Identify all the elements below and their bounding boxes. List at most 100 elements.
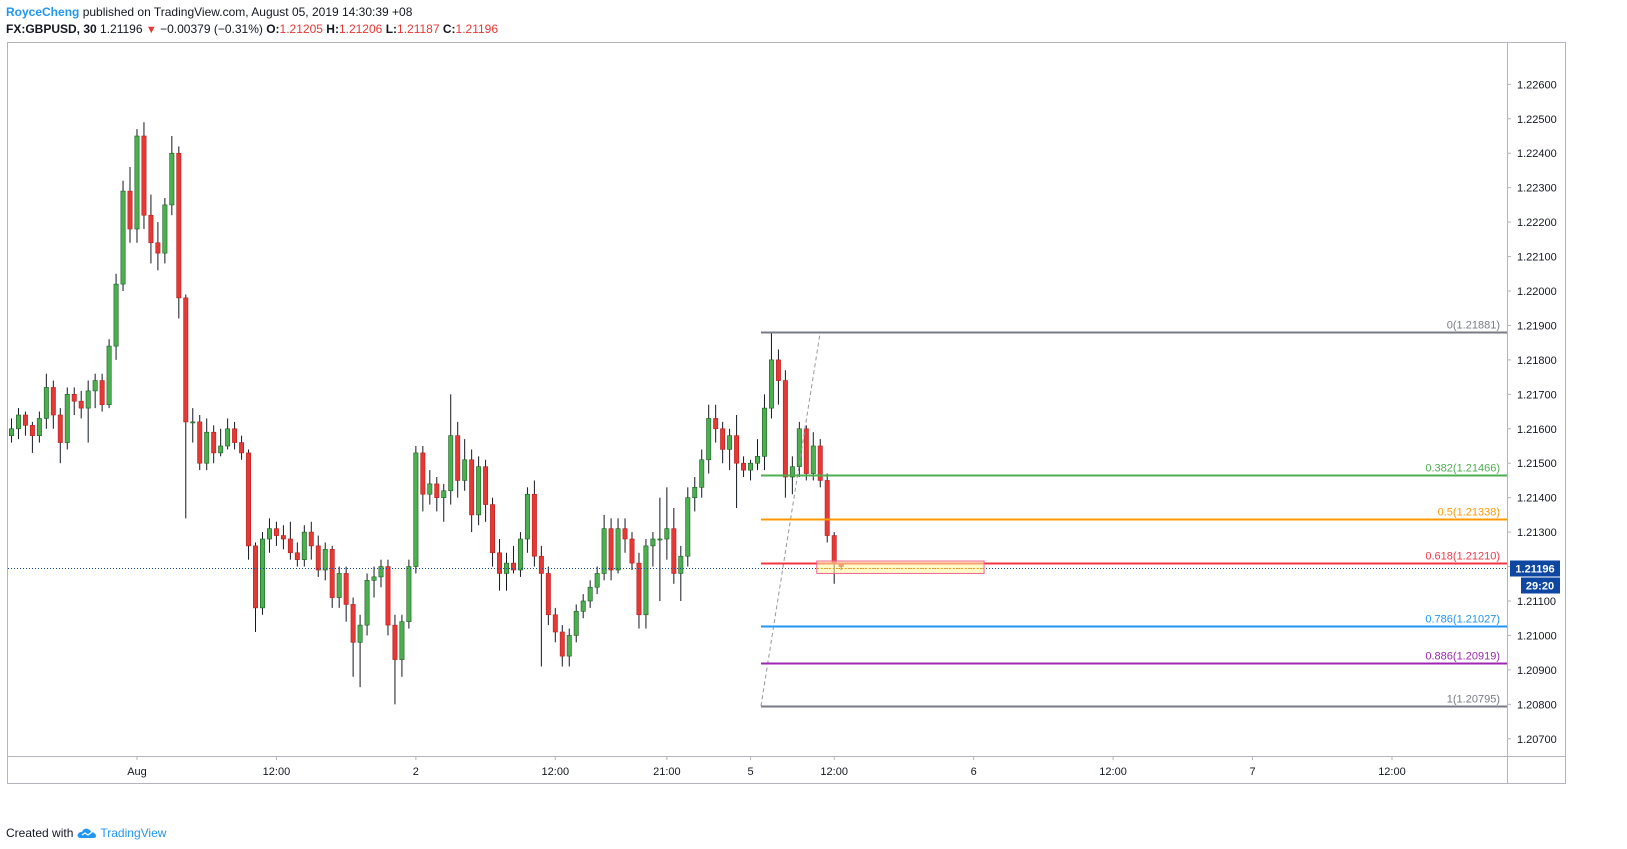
candle-body <box>741 462 747 471</box>
price-tick-label: 1.20700 <box>1517 734 1557 746</box>
price-axis[interactable]: 1.22600 1.22500 1.22400 1.22300 1.22200 1.221… <box>1507 79 1557 746</box>
countdown-badge <box>1521 577 1560 594</box>
candle-body <box>706 418 712 461</box>
chart-canvas[interactable]: 0(1.21881) 0.382(1.21466) 0.5(1.21338) 0.61… <box>0 0 1627 820</box>
time-tick-label: 2 <box>413 766 419 778</box>
open-value: 1.21205 <box>279 22 323 36</box>
candle-body <box>545 573 551 616</box>
candle-body <box>692 487 698 498</box>
candle-body <box>427 483 433 495</box>
candle-body <box>434 483 440 498</box>
candle-body <box>225 428 231 447</box>
candle-body <box>106 345 112 405</box>
candle-body <box>322 549 328 571</box>
candle-body <box>685 497 691 557</box>
publish-info: RoyceCheng published on TradingView.com,… <box>6 5 412 19</box>
candle-body <box>71 394 77 402</box>
candle-body <box>531 493 537 557</box>
candle-body <box>364 580 370 626</box>
candle-body <box>748 462 753 471</box>
candle-body <box>678 555 684 574</box>
time-tick-label: 21:00 <box>653 766 681 778</box>
candle-body <box>204 431 210 464</box>
candle-body <box>29 425 35 436</box>
candle-body <box>643 545 649 616</box>
tradingview-cloud-icon <box>78 828 97 838</box>
candle-body <box>559 631 565 657</box>
candle-body <box>294 552 300 560</box>
price-tick-label: 1.21500 <box>1517 458 1557 470</box>
candle-body <box>448 435 454 492</box>
candle-body <box>22 414 28 426</box>
candle-body <box>420 452 426 495</box>
candle-body <box>64 394 70 443</box>
tradingview-link[interactable]: TradingView <box>100 826 167 840</box>
fib-level-label: 0.786(1.21027) <box>1425 614 1500 626</box>
time-tick-label: 5 <box>747 766 753 778</box>
candle-body <box>92 380 98 392</box>
time-axis[interactable]: Aug 12:00 2 12:00 21:00 5 12:00 6 12:00 7 12:00 <box>127 756 1406 778</box>
price-tick-label: 1.21400 <box>1517 493 1557 505</box>
candle-body <box>50 387 56 416</box>
change-value: −0.00379 (−0.31%) <box>160 22 263 36</box>
close-value: 1.21196 <box>455 22 499 36</box>
created-with-text: Created with <box>6 826 74 840</box>
price-tick-label: 1.22200 <box>1517 217 1557 229</box>
candle-body <box>713 418 719 430</box>
highlight-zone-box[interactable] <box>816 560 985 574</box>
candle-body <box>720 428 726 450</box>
price-tick-label: 1.21100 <box>1517 596 1556 608</box>
price-tick-label: 1.21600 <box>1517 424 1557 436</box>
candle-body <box>183 297 189 423</box>
symbol-label[interactable]: FX:GBPUSD, 30 <box>6 22 97 36</box>
open-label: O: <box>266 22 280 36</box>
fib-level-label: 0(1.21881) <box>1447 320 1500 332</box>
price-tick-label: 1.22500 <box>1517 114 1557 126</box>
candle-body <box>371 576 377 581</box>
price-tick-label: 1.22400 <box>1517 148 1557 160</box>
time-tick-label: 7 <box>1249 766 1255 778</box>
candle-body <box>573 611 579 636</box>
time-tick-label: 6 <box>971 766 977 778</box>
plot-frame <box>7 42 1566 784</box>
fib-level-label: 0.5(1.21338) <box>1438 507 1500 519</box>
candle-body <box>615 528 621 571</box>
candle-body <box>246 452 251 547</box>
fibonacci-retracement[interactable]: 0(1.21881) 0.382(1.21466) 0.5(1.21338) 0.61… <box>8 320 1507 708</box>
candle-body <box>43 387 49 419</box>
candle-body <box>538 555 544 574</box>
candle-body <box>782 380 788 478</box>
candle-body <box>517 538 523 571</box>
candle-body <box>462 459 468 481</box>
time-tick-label: 12:00 <box>542 766 570 778</box>
candle-body <box>497 552 502 574</box>
candle-body <box>78 400 84 409</box>
candle-body <box>762 407 767 457</box>
candle-body <box>755 456 760 464</box>
fib-level-label: 0.618(1.21210) <box>1425 551 1500 563</box>
candle-body <box>406 566 412 622</box>
candle-body <box>594 573 600 588</box>
candle-body <box>336 573 342 598</box>
fib-level-label: 0.886(1.20919) <box>1425 651 1500 663</box>
price-tick-label: 1.21900 <box>1517 320 1557 332</box>
candle-body <box>343 573 349 605</box>
price-badges: 1.21196 29:20 <box>1510 560 1560 594</box>
candle-body <box>9 428 14 436</box>
candle-body <box>113 283 119 347</box>
candle-body <box>232 428 238 443</box>
candle-body <box>211 431 217 454</box>
candle-body <box>15 414 21 430</box>
candle-body <box>239 442 245 454</box>
candle-body <box>524 493 530 540</box>
down-arrow-icon: ▼ <box>145 24 157 36</box>
low-value: 1.21187 <box>397 22 440 36</box>
candle-body <box>141 135 147 216</box>
candle-body <box>587 586 593 602</box>
candle-body <box>280 535 286 540</box>
time-tick-label: 12:00 <box>820 766 848 778</box>
candle-body <box>392 624 398 660</box>
author-link[interactable]: RoyceCheng <box>6 5 80 19</box>
candle-body <box>148 214 154 244</box>
price-tick-label: 1.20800 <box>1517 699 1557 711</box>
